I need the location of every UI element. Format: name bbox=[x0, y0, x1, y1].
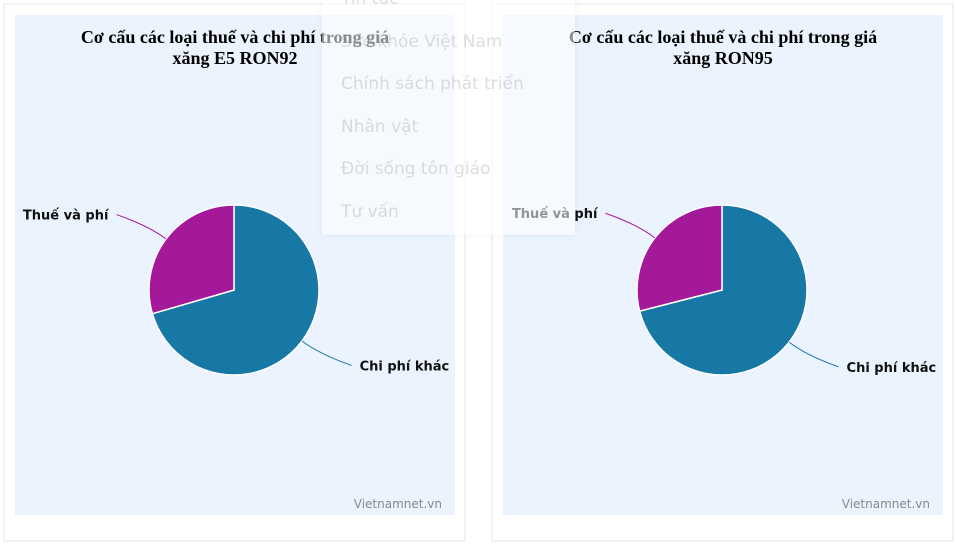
chart-title: Cơ cấu các loại thuế và chi phí trong gi… bbox=[569, 27, 877, 68]
credit: Vietnamnet.vn bbox=[354, 497, 442, 511]
menu-item[interactable]: Nhân vật bbox=[341, 116, 419, 137]
connector bbox=[605, 212, 656, 239]
chart-title: Cơ cấu các loại thuế và chi phí trong gi… bbox=[81, 27, 389, 68]
slice-label: Chi phí khác bbox=[360, 359, 450, 374]
menu-item[interactable]: Chính sách phát triển bbox=[341, 74, 524, 95]
menu-item[interactable]: Sức khỏe Việt Nam bbox=[341, 31, 503, 52]
menu-item[interactable]: Đời sống tôn giáo bbox=[341, 159, 491, 180]
pie-slice bbox=[636, 204, 723, 313]
menu-item[interactable]: Tư vấn bbox=[341, 201, 399, 222]
menu-item[interactable]: Tin tức bbox=[322, 0, 575, 21]
dropdown-menu: Tin tức Sức khỏe Việt Nam Chính sách phát … bbox=[322, 0, 575, 235]
slice-label: Chi phí khác bbox=[847, 361, 937, 376]
pie-slice bbox=[148, 204, 235, 315]
credit: Vietnamnet.vn bbox=[842, 497, 930, 511]
connector bbox=[116, 214, 167, 240]
connector bbox=[788, 341, 839, 368]
slice-label: Thuế và phí bbox=[23, 209, 110, 224]
pie-slice bbox=[638, 204, 808, 376]
connector bbox=[301, 340, 352, 366]
